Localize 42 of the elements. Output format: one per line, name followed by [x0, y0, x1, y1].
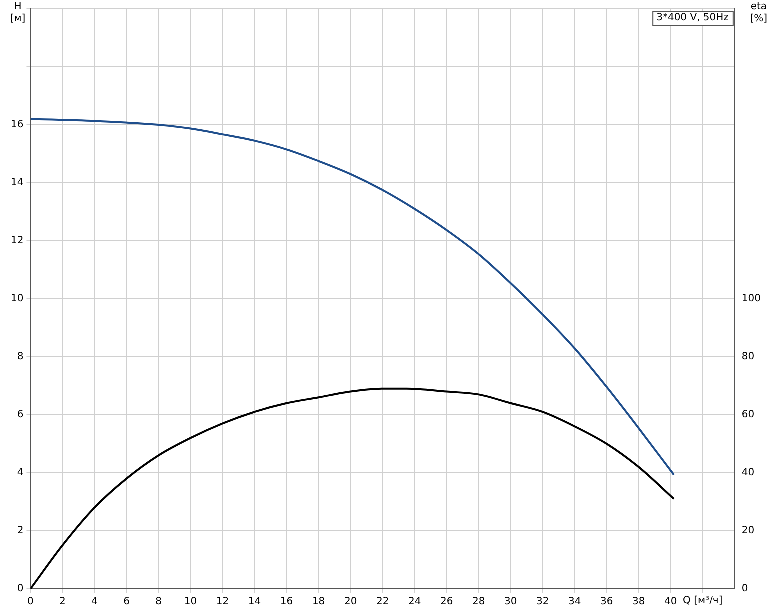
y2-tick-label: 20 — [742, 526, 755, 537]
line-series — [30, 118, 676, 476]
y-tick-label: 14 — [10, 178, 24, 189]
y2-axis-title: eta [%] — [750, 2, 768, 25]
x-tick-label: 8 — [156, 596, 162, 608]
x-tick-label: 24 — [408, 596, 422, 608]
x-tick-label: 2 — [60, 596, 66, 608]
x-tick-label: 4 — [92, 596, 98, 608]
y2-tick-label: 100 — [742, 294, 762, 305]
y-tick-label: 12 — [10, 236, 24, 247]
x-tick-label: 40 — [664, 596, 678, 608]
annotation: 3*400 V, 50Hz — [656, 12, 729, 24]
x-tick-label: 10 — [184, 596, 198, 608]
y2-tick-label: 80 — [742, 352, 755, 363]
x-tick-label: 32 — [536, 596, 550, 608]
y-tick-label: 2 — [17, 526, 24, 537]
x-tick-label: 28 — [472, 596, 486, 608]
x-tick-label: 20 — [344, 596, 358, 608]
x-tick-label: 26 — [440, 596, 454, 608]
y2-tick-label: 40 — [742, 468, 755, 479]
x-tick-label: 38 — [632, 596, 646, 608]
y-tick-label: 8 — [17, 352, 24, 363]
y-tick-label: 0 — [17, 584, 24, 595]
y-tick-label: 4 — [17, 468, 24, 479]
x-tick-label: 18 — [312, 596, 326, 608]
y-tick-label: 10 — [10, 294, 24, 305]
x-tick-label: 12 — [216, 596, 230, 608]
line-series — [30, 388, 676, 589]
y-tick-label: 6 — [17, 410, 24, 421]
x-tick-label: 36 — [600, 596, 614, 608]
x-tick-label: 30 — [504, 596, 518, 608]
x-tick-label: 34 — [568, 596, 582, 608]
x-tick-label: 0 — [28, 596, 34, 608]
x-tick-label: 6 — [124, 596, 130, 608]
y2-tick-label: 60 — [742, 410, 755, 421]
y-tick-label: 16 — [10, 120, 24, 131]
y-axis-title: H [м] — [10, 2, 26, 25]
y2-tick-label: 0 — [742, 584, 748, 595]
x-tick-label: 16 — [280, 596, 294, 608]
x-tick-label: 14 — [248, 596, 262, 608]
x-tick-label: 22 — [376, 596, 390, 608]
x-axis-title: Q [м³/ч] — [683, 596, 723, 607]
